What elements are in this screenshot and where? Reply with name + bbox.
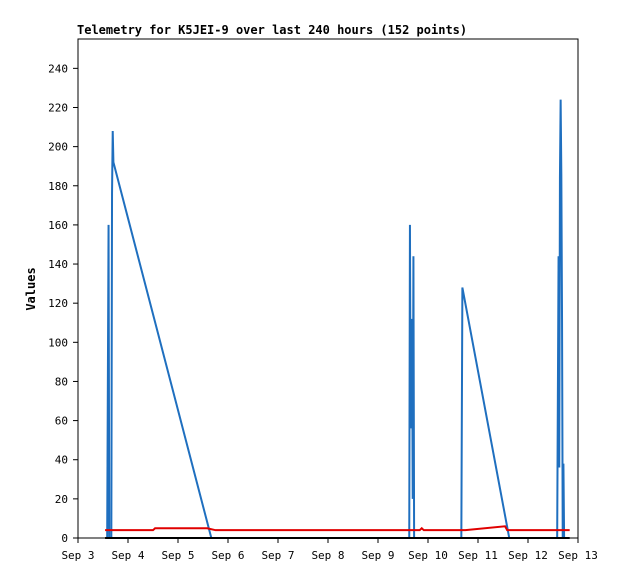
y-tick-label: 240 [48, 62, 68, 75]
x-tick-label: Sep 6 [211, 549, 244, 562]
x-tick-label: Sep 7 [261, 549, 294, 562]
y-tick-label: 0 [61, 532, 68, 545]
y-tick-label: 60 [55, 415, 68, 428]
x-tick-label: Sep 4 [111, 549, 144, 562]
series-layer [105, 99, 570, 539]
tick-layer: 0 20 40 60 80 100 120 140 160 180 200 220 240 Sep 3 Se… [48, 62, 598, 562]
y-axis-label: Values [24, 267, 38, 310]
y-tick-label: 200 [48, 141, 68, 154]
plot-area [77, 38, 579, 539]
x-tick-label: Sep 10 [408, 549, 448, 562]
x-tick-label: Sep 9 [361, 549, 394, 562]
y-tick-label: 80 [55, 375, 68, 388]
x-tick-label: Sep 11 [458, 549, 498, 562]
y-tick-label: 100 [48, 336, 68, 349]
x-tick-label: Sep 13 [558, 549, 598, 562]
y-tick-label: 120 [48, 297, 68, 310]
y-tick-label: 40 [55, 454, 68, 467]
y-tick-label: 160 [48, 219, 68, 232]
y-tick-label: 220 [48, 101, 68, 114]
y-tick-label: 20 [55, 493, 68, 506]
series-line-1 [105, 525, 570, 532]
x-tick-label: Sep 8 [311, 549, 344, 562]
x-tick-label: Sep 12 [508, 549, 548, 562]
x-tick-label: Sep 3 [61, 549, 94, 562]
y-tick-label: 180 [48, 180, 68, 193]
series-line-0 [106, 99, 566, 539]
y-tick-label: 140 [48, 258, 68, 271]
x-tick-label: Sep 5 [161, 549, 194, 562]
chart-title: Telemetry for K5JEI-9 over last 240 hour… [77, 23, 467, 37]
